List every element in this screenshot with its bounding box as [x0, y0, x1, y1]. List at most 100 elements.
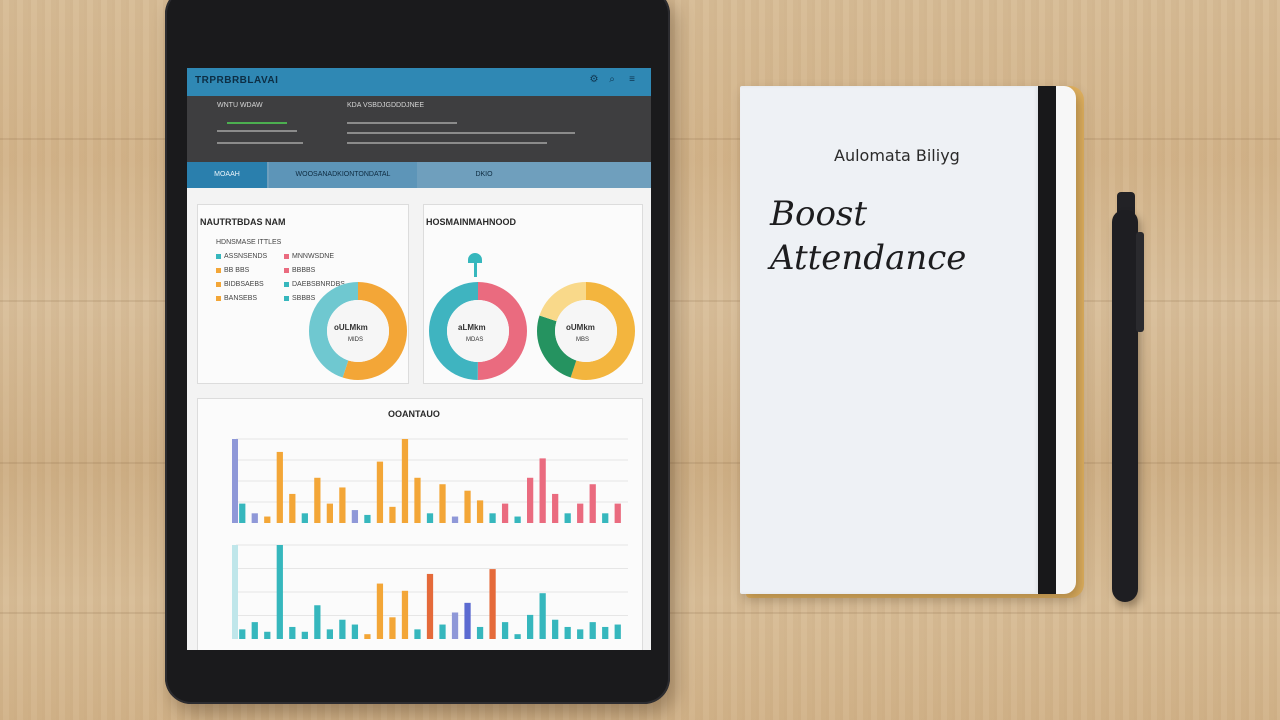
bar — [564, 626, 571, 639]
bar — [301, 513, 308, 523]
donut-chart — [537, 282, 635, 380]
card-title: HOSMAINMAHNOOD — [426, 217, 516, 227]
tab-details[interactable]: WOOSANADKIONTONDATAL — [269, 162, 417, 188]
donut-center-sub: MBS — [576, 337, 590, 343]
bar — [326, 629, 333, 639]
bar — [301, 631, 308, 639]
bar — [464, 602, 471, 639]
summary-header: WNTU WDAW KDA VSBDJGDDDJNEE — [187, 96, 651, 162]
pie-slice — [537, 282, 635, 380]
header-bar — [217, 130, 297, 132]
notebook-heading-line1: Boost — [770, 194, 868, 234]
tablet-device: TRPRBRBLAVAI ⚙ ⌕ ≡ WNTU WDAW KDA VSBDJGD… — [165, 0, 670, 704]
legend-item: BBBBS — [284, 267, 315, 274]
app-title: TRPRBRBLAVAI — [195, 75, 279, 86]
bar — [552, 619, 559, 639]
donut-center-label: aLMkm — [458, 323, 486, 332]
axis-bar — [232, 545, 238, 639]
app-topbar: TRPRBRBLAVAI ⚙ ⌕ ≡ — [187, 68, 651, 96]
bar-chart-card: OOANTAUO — [197, 398, 643, 650]
bar — [564, 513, 571, 523]
attendance-card: NAUTRTBDAS NAM HDNSMASE ITTLES ASSNSENDS… — [197, 204, 409, 384]
bar — [251, 513, 258, 523]
header-bar — [217, 142, 303, 144]
settings-icon[interactable]: ⚙ — [589, 74, 599, 85]
bar — [451, 612, 459, 639]
legend-item: MNNWSDNE — [284, 253, 334, 260]
donut-center-sub: MIDS — [348, 337, 363, 343]
bar — [276, 545, 283, 639]
legend-item: BIDBSAEBS — [216, 281, 264, 288]
header-bar — [227, 122, 287, 124]
search-icon[interactable]: ⌕ — [609, 74, 615, 85]
bar — [426, 513, 434, 523]
bar — [364, 514, 371, 523]
donut-center-label: oUMkm — [566, 323, 595, 332]
marker-stem — [474, 263, 477, 277]
bar — [314, 605, 321, 639]
donut-card: HOSMAINMAHNOOD aLMkm MDAS oUMkm MBS — [423, 204, 643, 384]
bar — [602, 626, 609, 639]
bar — [501, 622, 509, 639]
bar — [426, 573, 434, 639]
card-title: OOANTAUO — [388, 409, 440, 419]
tab-bar: MOAAH WOOSANADKIONTONDATAL DKIO — [187, 162, 651, 188]
donut-hole — [447, 300, 509, 362]
bar — [489, 513, 496, 523]
bar-chart-top — [232, 438, 628, 523]
notebook: Aulomata Biliyg Boost Attendance — [740, 86, 1084, 598]
bar — [527, 614, 534, 639]
donut-chart — [429, 282, 527, 380]
bar — [439, 484, 446, 523]
bar — [289, 626, 296, 639]
bar — [251, 622, 258, 639]
bar — [451, 516, 459, 523]
bar — [264, 631, 271, 639]
menu-icon[interactable]: ≡ — [629, 74, 635, 85]
bar — [239, 503, 246, 523]
legend-item: SBBBS — [284, 295, 315, 302]
bar — [589, 484, 596, 523]
bar — [364, 634, 371, 639]
bar — [527, 477, 534, 523]
bar — [439, 624, 446, 639]
bar — [552, 493, 559, 523]
legend-header: HDNSMASE ITTLES — [216, 239, 282, 246]
bar — [339, 487, 346, 523]
bar — [339, 619, 346, 639]
tablet-screen: TRPRBRBLAVAI ⚙ ⌕ ≡ WNTU WDAW KDA VSBDJGD… — [187, 68, 651, 650]
bar — [401, 590, 409, 639]
bar — [514, 516, 521, 523]
header-mid-label: KDA VSBDJGDDDJNEE — [347, 102, 425, 109]
tab-overview[interactable]: MOAAH — [187, 162, 267, 188]
pie-slice — [429, 282, 527, 380]
bar — [239, 629, 246, 639]
marker-icon — [468, 253, 482, 263]
donut-hole — [555, 300, 617, 362]
card-title: NAUTRTBDAS NAM — [200, 217, 286, 227]
bar — [389, 617, 396, 639]
legend-item: BANSEBS — [216, 295, 257, 302]
bar — [351, 624, 359, 639]
bar — [476, 500, 484, 523]
tab-other[interactable]: DKIO — [475, 171, 493, 178]
bar — [414, 477, 421, 523]
bar — [577, 629, 584, 639]
bar — [514, 634, 521, 639]
legend-item: BB BBS — [216, 267, 249, 274]
bar — [539, 458, 546, 523]
header-bar — [347, 122, 457, 124]
pie-slice — [309, 282, 407, 380]
bar — [289, 493, 296, 523]
bar — [376, 461, 384, 523]
bar — [476, 626, 484, 639]
pen-clip — [1136, 232, 1144, 332]
pen — [1112, 210, 1138, 602]
donut-hole — [327, 300, 389, 362]
bar — [276, 451, 283, 523]
donut-center-sub: MDAS — [466, 337, 484, 343]
bar — [351, 510, 359, 523]
donut-chart — [309, 282, 407, 380]
bar — [314, 477, 321, 523]
notebook-cover: Aulomata Biliyg Boost Attendance — [740, 86, 1038, 594]
